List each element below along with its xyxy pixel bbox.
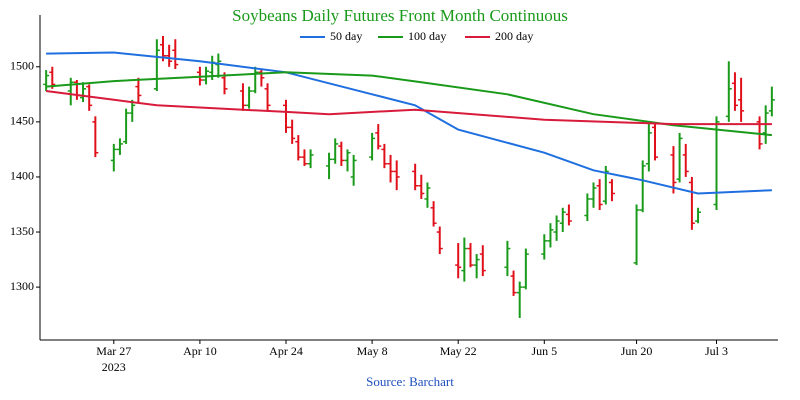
y-tick-label: 1450	[10, 114, 34, 128]
x-tick-label: Jun 5	[531, 344, 557, 358]
x-tick-label: Jul 3	[705, 344, 728, 358]
y-tick-label: 1300	[10, 279, 34, 293]
x-tick-label: Apr 10	[183, 344, 217, 358]
y-tick-label: 1350	[10, 224, 34, 238]
moving-average-line	[46, 51, 772, 195]
legend-label: 100 day	[408, 29, 446, 43]
x-tick-label: Mar 27	[96, 344, 131, 358]
source-note: Source: Barchart	[366, 374, 454, 389]
chart-title: Soybeans Daily Futures Front Month Conti…	[232, 6, 568, 25]
y-tick-label: 1400	[10, 169, 34, 183]
x-tick-label: May 8	[357, 344, 388, 358]
y-tick-label: 1500	[10, 59, 34, 73]
moving-average-line	[45, 90, 772, 126]
legend-label: 50 day	[330, 29, 362, 43]
x-year-label: 2023	[102, 360, 126, 374]
legend-label: 200 day	[495, 29, 533, 43]
x-tick-label: Apr 24	[269, 344, 303, 358]
moving-average-line	[46, 71, 773, 137]
x-tick-label: Jun 20	[621, 344, 653, 358]
x-tick-label: May 22	[440, 344, 477, 358]
